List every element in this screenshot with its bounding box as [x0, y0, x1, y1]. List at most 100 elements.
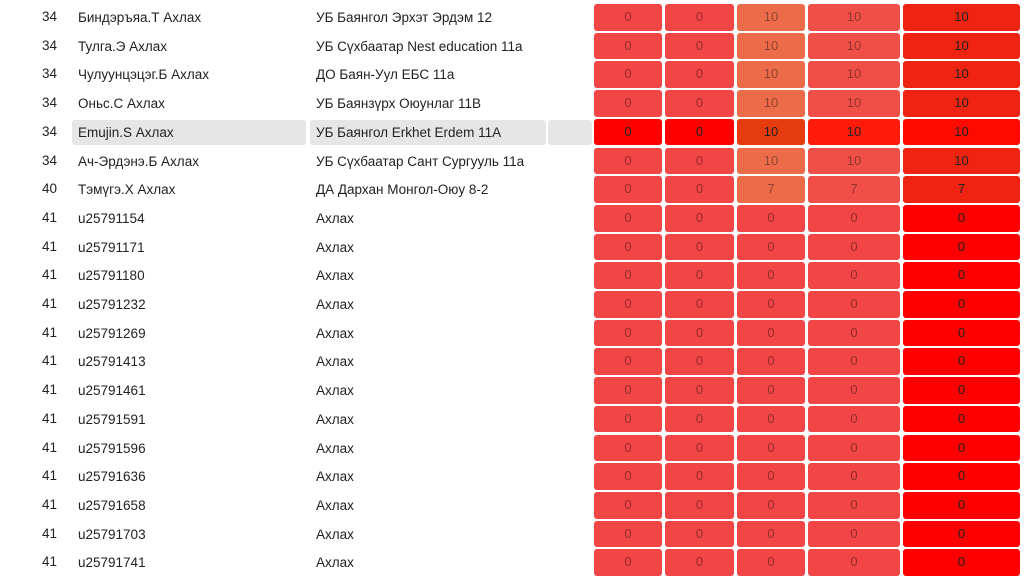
problem-score-cell[interactable]: 0	[808, 405, 900, 433]
problem-score-cell[interactable]: 0	[808, 204, 900, 232]
problem-score-cell[interactable]: 0	[808, 434, 900, 462]
contestant-name[interactable]: Emujin.S Ахлах	[72, 119, 306, 145]
problem-score-cell[interactable]: 10	[808, 4, 900, 31]
problem-score-cell[interactable]: 0	[594, 118, 662, 146]
problem-score-cell[interactable]: 0	[665, 549, 734, 576]
problem-score-cell[interactable]: 0	[808, 348, 900, 376]
problem-score-cell[interactable]: 0	[808, 463, 900, 490]
problem-score-cell[interactable]: 0	[594, 491, 662, 519]
problem-score-cell[interactable]: 0	[665, 4, 734, 31]
problem-score-cell[interactable]: 10	[808, 118, 900, 146]
problem-score-cell[interactable]: 0	[594, 90, 662, 117]
problem-score-cell[interactable]: 0	[808, 491, 900, 519]
problem-score-cell[interactable]: 0	[665, 233, 734, 261]
problem-score-cell[interactable]: 0	[594, 549, 662, 576]
contestant-name[interactable]: Чулуунцэцэг.Б Ахлах	[78, 67, 210, 83]
problem-score-cell[interactable]: 0	[594, 348, 662, 376]
problem-score-cell[interactable]: 0	[665, 491, 734, 519]
problem-score-cell[interactable]: 0	[665, 463, 734, 490]
problem-score-cell[interactable]: 0	[737, 262, 805, 289]
problem-score-cell[interactable]: 0	[594, 520, 662, 548]
problem-score-cell[interactable]: 0	[808, 520, 900, 548]
problem-score-cell[interactable]: 0	[594, 233, 662, 261]
problem-score-cell[interactable]: 0	[737, 348, 805, 376]
problem-score-cell[interactable]: 0	[808, 319, 900, 347]
contestant-name[interactable]: Биндэръяа.Т Ахлах	[78, 10, 202, 25]
problem-score-cell[interactable]: 10	[808, 32, 900, 60]
problem-score-cell[interactable]: 10	[808, 90, 900, 117]
problem-score-cell[interactable]: 0	[808, 262, 900, 289]
problem-score-cell[interactable]: 0	[594, 319, 662, 347]
problem-score-cell[interactable]: 0	[665, 204, 734, 232]
contestant-name[interactable]: u25791413	[78, 354, 146, 370]
problem-score-cell[interactable]: 0	[737, 319, 805, 347]
problem-score-cell[interactable]: 0	[665, 147, 734, 175]
problem-score-cell[interactable]: 0	[665, 61, 734, 89]
problem-score-cell[interactable]: 0	[594, 291, 662, 318]
contestant-name[interactable]: u25791154	[78, 210, 145, 226]
problem-score-cell[interactable]: 0	[594, 405, 662, 433]
problem-score-cell[interactable]: 10	[737, 32, 805, 60]
contestant-name[interactable]: u25791180	[78, 268, 145, 284]
problem-score-cell[interactable]: 10	[808, 147, 900, 175]
problem-score-cell[interactable]: 0	[665, 434, 734, 462]
problem-score-cell[interactable]: 0	[665, 348, 734, 376]
problem-score-cell[interactable]: 0	[665, 262, 734, 289]
contestant-name[interactable]: u25791269	[78, 325, 146, 341]
contestant-name[interactable]: Тулга.Э Ахлах	[78, 38, 168, 54]
problem-score-cell[interactable]: 0	[737, 204, 805, 232]
problem-score-cell[interactable]: 10	[737, 147, 805, 175]
problem-score-cell[interactable]: 0	[665, 32, 734, 60]
problem-score-cell[interactable]: 0	[737, 520, 805, 548]
contestant-name[interactable]: u25791703	[78, 526, 146, 542]
problem-score-cell[interactable]: 0	[594, 262, 662, 289]
contestant-name[interactable]: u25791232	[78, 297, 146, 312]
problem-score-cell[interactable]: 10	[737, 61, 805, 89]
problem-score-cell[interactable]: 0	[665, 291, 734, 318]
problem-score-cell[interactable]: 0	[665, 520, 734, 548]
problem-score-cell[interactable]: 0	[808, 291, 900, 318]
problem-score-cell[interactable]: 0	[594, 463, 662, 490]
problem-score-cell[interactable]: 0	[594, 176, 662, 203]
contestant-name[interactable]: u25791461	[78, 383, 146, 399]
problem-score-cell[interactable]: 0	[737, 405, 805, 433]
contestant-name[interactable]: u25791171	[78, 239, 145, 255]
problem-score-cell[interactable]: 0	[808, 233, 900, 261]
contestant-name[interactable]: u25791741	[78, 555, 146, 571]
problem-score-cell[interactable]: 7	[808, 176, 900, 203]
problem-score-cell[interactable]: 0	[737, 291, 805, 318]
problem-score-cell[interactable]: 0	[737, 434, 805, 462]
problem-score-cell[interactable]: 0	[665, 90, 734, 117]
problem-score-cell[interactable]: 0	[737, 549, 805, 576]
problem-score-cell[interactable]: 10	[737, 90, 805, 117]
contestant-name[interactable]: u25791591	[78, 411, 146, 427]
problem-score-cell[interactable]: 0	[737, 463, 805, 490]
problem-score-cell[interactable]: 0	[594, 61, 662, 89]
contestant-name[interactable]: Оньс.С Ахлах	[78, 96, 165, 112]
problem-score-cell[interactable]: 0	[737, 377, 805, 404]
problem-score-cell[interactable]: 0	[737, 491, 805, 519]
problem-score-cell[interactable]: 0	[737, 233, 805, 261]
contestant-name[interactable]: u25791596	[78, 440, 146, 456]
problem-score-cell[interactable]: 0	[594, 147, 662, 175]
problem-score-cell[interactable]: 0	[594, 377, 662, 404]
problem-score-cell[interactable]: 10	[737, 4, 805, 31]
problem-score-cell[interactable]: 0	[594, 4, 662, 31]
problem-score-cell[interactable]: 10	[737, 118, 805, 146]
contestant-name[interactable]: u25791636	[78, 469, 146, 485]
problem-score-cell[interactable]: 0	[665, 176, 734, 203]
problem-score-cell[interactable]: 0	[665, 118, 734, 146]
problem-score-cell[interactable]: 7	[737, 176, 805, 203]
problem-score-cell[interactable]: 0	[594, 32, 662, 60]
contestant-name[interactable]: Ач-Эрдэнэ.Б Ахлах	[78, 153, 199, 169]
problem-score-cell[interactable]: 0	[665, 319, 734, 347]
problem-score-cell[interactable]: 0	[808, 549, 900, 576]
problem-score-cell[interactable]: 0	[665, 405, 734, 433]
contestant-name[interactable]: Тэмүгэ.Х Ахлах	[78, 182, 176, 198]
problem-score-cell[interactable]: 0	[594, 434, 662, 462]
contestant-name[interactable]: u25791658	[78, 497, 146, 513]
problem-score-cell[interactable]: 0	[665, 377, 734, 404]
problem-score-cell[interactable]: 10	[808, 61, 900, 89]
problem-score-cell[interactable]: 0	[808, 377, 900, 404]
problem-score-cell[interactable]: 0	[594, 204, 662, 232]
